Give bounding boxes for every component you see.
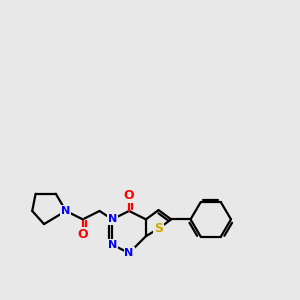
Text: N: N <box>61 206 70 216</box>
Text: N: N <box>124 248 134 258</box>
Text: N: N <box>108 240 117 250</box>
Text: O: O <box>124 189 134 202</box>
Text: N: N <box>108 214 117 224</box>
Text: S: S <box>154 222 163 235</box>
Text: O: O <box>77 228 88 241</box>
